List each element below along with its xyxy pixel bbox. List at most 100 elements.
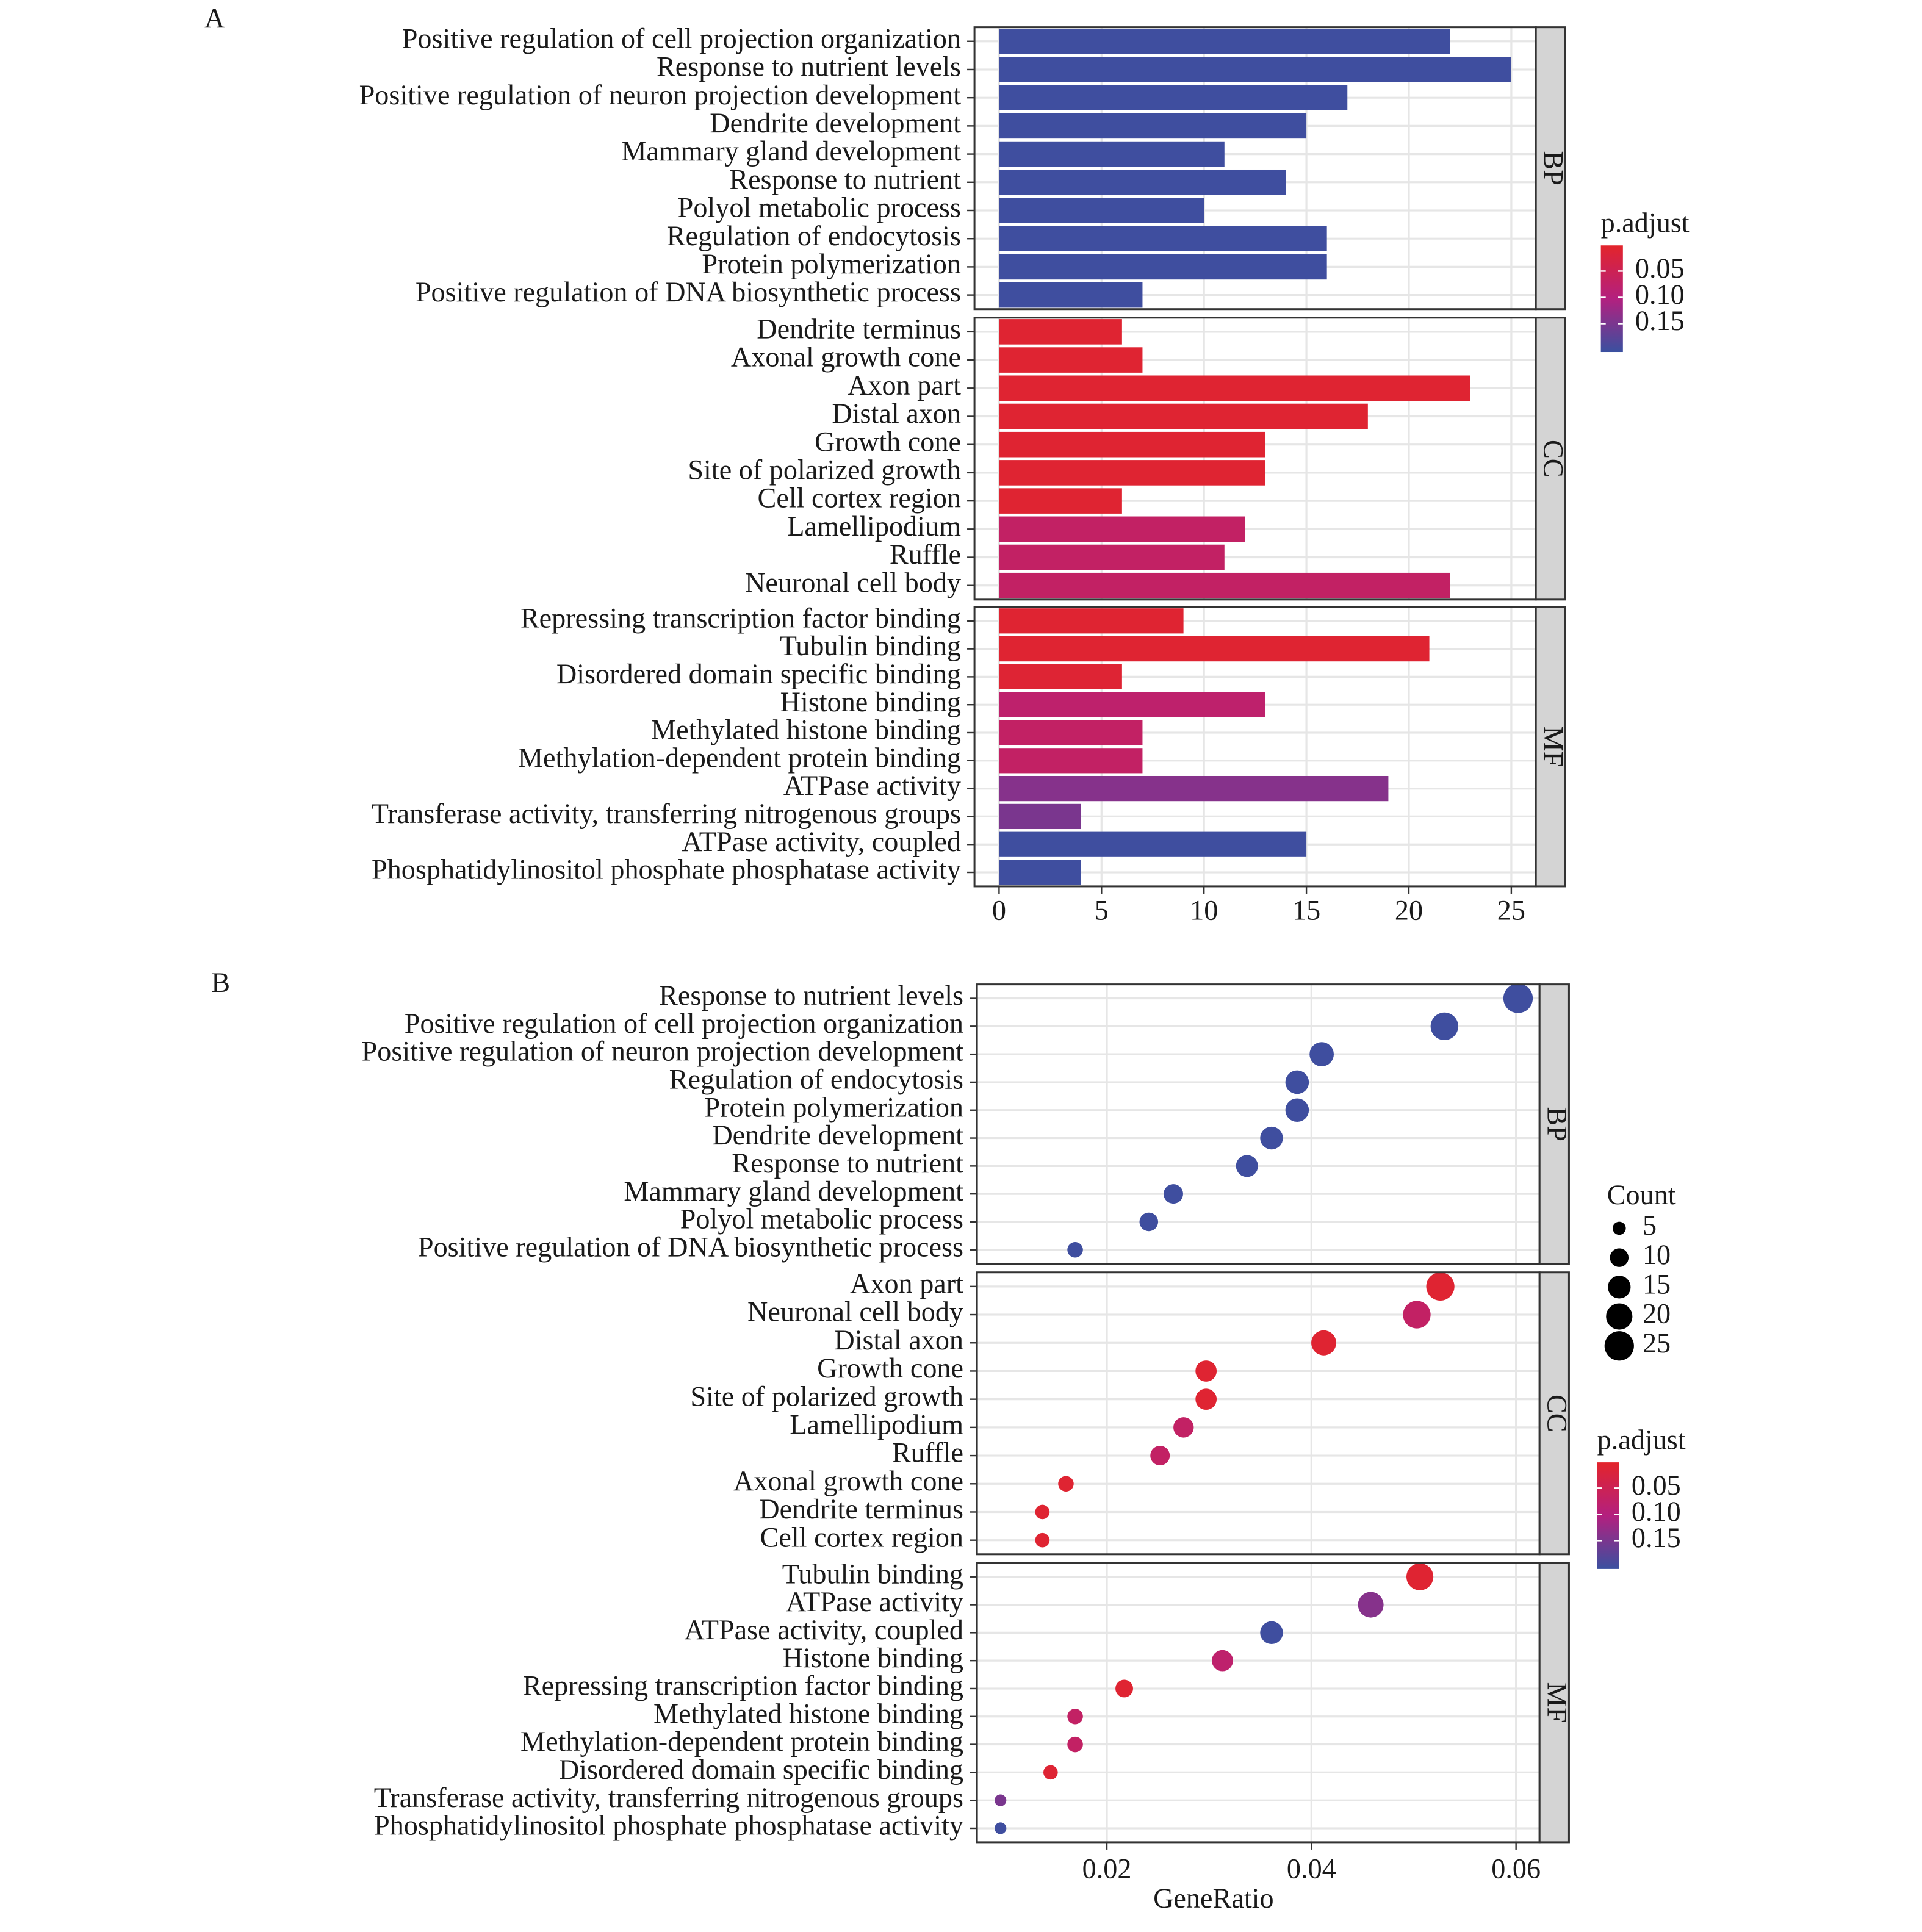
size-legend-label: 25 bbox=[1643, 1327, 1671, 1359]
x-tick-label: 0.02 bbox=[1082, 1853, 1132, 1884]
strip-label: BP bbox=[1542, 1107, 1573, 1141]
bar bbox=[999, 720, 1143, 745]
y-tick-label: Growth cone bbox=[815, 426, 961, 457]
bar bbox=[999, 375, 1470, 401]
y-tick-label: Dendrite terminus bbox=[759, 1493, 963, 1524]
bar bbox=[999, 431, 1265, 458]
y-tick-label: ATPase activity, coupled bbox=[685, 1614, 963, 1645]
y-tick-label: Mammary gland development bbox=[624, 1176, 963, 1207]
dot bbox=[1195, 1360, 1217, 1382]
bar bbox=[999, 608, 1184, 634]
dot bbox=[1311, 1330, 1336, 1356]
x-tick-label: 15 bbox=[1292, 895, 1320, 926]
color-legend-label: 0.05 bbox=[1632, 1470, 1681, 1501]
dot bbox=[1403, 1301, 1431, 1329]
y-tick-label: ATPase activity, coupled bbox=[682, 826, 961, 857]
size-legend-label: 15 bbox=[1643, 1268, 1671, 1299]
dot bbox=[1067, 1242, 1083, 1258]
y-tick-label: Axonal growth cone bbox=[733, 1465, 963, 1496]
x-tick-label: 20 bbox=[1395, 895, 1423, 926]
y-tick-label: Positive regulation of DNA biosynthetic … bbox=[418, 1231, 963, 1262]
strip-label: BP bbox=[1538, 151, 1569, 185]
y-tick-label: Polyol metabolic process bbox=[680, 1204, 963, 1235]
y-tick-label: Disordered domain specific binding bbox=[556, 658, 961, 689]
y-tick-label: Regulation of endocytosis bbox=[669, 1064, 963, 1095]
y-tick-label: Response to nutrient bbox=[732, 1147, 963, 1179]
size-legend-key bbox=[1606, 1303, 1633, 1330]
bar bbox=[999, 544, 1225, 570]
strip-label: CC bbox=[1542, 1395, 1573, 1432]
bar bbox=[999, 85, 1348, 110]
bar bbox=[999, 141, 1225, 167]
panel-label: A bbox=[204, 2, 225, 34]
y-tick-label: Positive regulation of neuron projection… bbox=[359, 79, 962, 110]
dot bbox=[995, 1822, 1007, 1834]
bar bbox=[999, 198, 1204, 223]
y-tick-label: Cell cortex region bbox=[758, 483, 961, 514]
bar bbox=[999, 803, 1081, 830]
y-tick-label: Positive regulation of DNA biosynthetic … bbox=[416, 276, 961, 307]
dot bbox=[1503, 983, 1533, 1013]
y-tick-label: Transferase activity, transferring nitro… bbox=[374, 1782, 963, 1813]
dot bbox=[995, 1794, 1007, 1806]
y-tick-label: Repressing transcription factor binding bbox=[523, 1670, 963, 1701]
y-tick-label: Neuronal cell body bbox=[745, 567, 961, 598]
y-tick-label: Protein polymerization bbox=[702, 248, 961, 279]
x-axis-title: GeneRatio bbox=[1153, 1883, 1274, 1914]
bar bbox=[999, 57, 1511, 82]
y-tick-label: Regulation of endocytosis bbox=[667, 220, 961, 251]
y-tick-label: Distal axon bbox=[832, 398, 961, 429]
strip-label: MF bbox=[1542, 1682, 1573, 1723]
y-tick-label: Methylation-dependent protein binding bbox=[518, 742, 961, 773]
y-tick-label: Mammary gland development bbox=[621, 135, 961, 167]
y-tick-label: Phosphatidylinositol phosphate phosphata… bbox=[372, 854, 961, 885]
y-tick-label: Response to nutrient levels bbox=[659, 980, 963, 1011]
x-tick-label: 5 bbox=[1095, 895, 1109, 926]
y-tick-label: Methylation-dependent protein binding bbox=[520, 1726, 963, 1757]
bar bbox=[999, 860, 1081, 885]
y-tick-label: Tubulin binding bbox=[782, 1558, 963, 1589]
dot bbox=[1430, 1012, 1458, 1040]
y-tick-label: Repressing transcription factor binding bbox=[520, 602, 961, 633]
x-tick-label: 0 bbox=[992, 895, 1006, 926]
size-legend-key bbox=[1608, 1276, 1631, 1299]
y-tick-label: Transferase activity, transferring nitro… bbox=[372, 798, 961, 829]
x-tick-label: 0.06 bbox=[1491, 1853, 1541, 1884]
y-tick-label: Growth cone bbox=[817, 1352, 963, 1384]
y-tick-label: Neuronal cell body bbox=[747, 1296, 963, 1327]
size-legend-key bbox=[1604, 1331, 1634, 1361]
size-legend-label: 20 bbox=[1643, 1298, 1671, 1329]
dot bbox=[1139, 1212, 1159, 1232]
y-tick-label: Histone binding bbox=[783, 1642, 963, 1673]
dot bbox=[1043, 1765, 1058, 1780]
y-tick-label: Site of polarized growth bbox=[688, 454, 961, 486]
color-bar bbox=[1600, 245, 1623, 353]
bar bbox=[999, 664, 1122, 690]
bar bbox=[999, 226, 1327, 251]
dot bbox=[1212, 1650, 1233, 1672]
dot bbox=[1285, 1098, 1309, 1122]
y-tick-label: ATPase activity bbox=[783, 770, 961, 801]
y-tick-label: Protein polymerization bbox=[704, 1091, 963, 1122]
y-tick-label: Axon part bbox=[850, 1268, 963, 1299]
bar bbox=[999, 572, 1450, 598]
x-tick-label: 10 bbox=[1190, 895, 1218, 926]
dot bbox=[1358, 1592, 1384, 1618]
color-legend-title: p.adjust bbox=[1597, 1424, 1686, 1456]
dot bbox=[1173, 1417, 1194, 1438]
color-legend-label: 0.05 bbox=[1635, 253, 1685, 284]
y-tick-label: Positive regulation of cell projection o… bbox=[402, 23, 961, 54]
dot bbox=[1426, 1272, 1455, 1301]
bar bbox=[999, 319, 1122, 345]
bar bbox=[999, 282, 1143, 308]
y-tick-label: Axonal growth cone bbox=[731, 342, 961, 373]
dot bbox=[1035, 1504, 1050, 1520]
y-tick-label: Disordered domain specific binding bbox=[559, 1754, 963, 1785]
y-tick-label: ATPase activity bbox=[786, 1586, 963, 1617]
y-tick-label: Methylated histone binding bbox=[651, 714, 961, 745]
x-tick-label: 25 bbox=[1497, 895, 1525, 926]
dot bbox=[1035, 1532, 1050, 1548]
bar bbox=[999, 748, 1143, 774]
color-legend-label: 0.15 bbox=[1635, 305, 1685, 336]
